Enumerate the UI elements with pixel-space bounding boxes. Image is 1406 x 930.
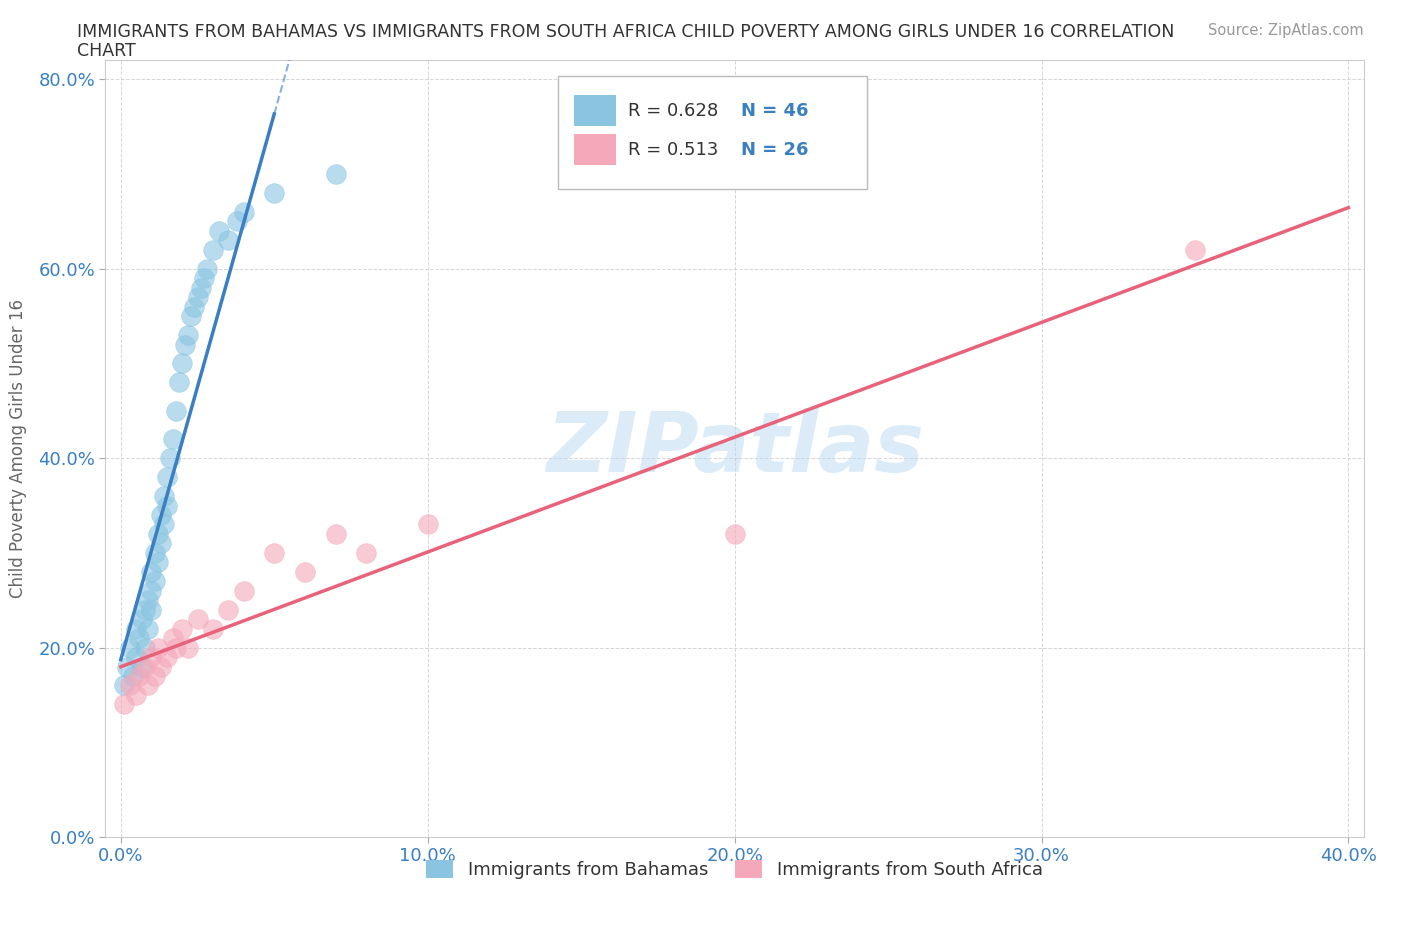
Point xyxy=(146,555,169,570)
Point xyxy=(193,271,215,286)
Point xyxy=(201,621,224,636)
Point xyxy=(149,536,172,551)
Point xyxy=(723,526,745,541)
Point xyxy=(156,650,179,665)
Point xyxy=(263,186,285,201)
Point xyxy=(416,517,439,532)
Point xyxy=(149,659,172,674)
Point xyxy=(159,451,181,466)
Point xyxy=(1184,243,1206,258)
Point xyxy=(190,280,212,295)
Point xyxy=(143,669,166,684)
Point xyxy=(138,621,160,636)
Point xyxy=(141,583,163,598)
Point xyxy=(128,669,150,684)
Point xyxy=(186,612,208,627)
FancyBboxPatch shape xyxy=(574,134,616,166)
Point xyxy=(167,375,190,390)
Point xyxy=(146,640,169,655)
Text: R = 0.628: R = 0.628 xyxy=(627,102,718,120)
Point xyxy=(195,261,218,276)
Point xyxy=(141,565,163,579)
FancyBboxPatch shape xyxy=(574,96,616,126)
FancyBboxPatch shape xyxy=(558,76,866,189)
Point xyxy=(325,166,347,181)
Point xyxy=(141,603,163,618)
Point xyxy=(156,470,179,485)
Point xyxy=(131,612,153,627)
Point xyxy=(152,517,174,532)
Point xyxy=(122,669,145,684)
Point xyxy=(143,574,166,589)
Point xyxy=(165,640,187,655)
Legend: Immigrants from Bahamas, Immigrants from South Africa: Immigrants from Bahamas, Immigrants from… xyxy=(419,853,1050,886)
Point xyxy=(143,546,166,561)
Point xyxy=(134,603,156,618)
Point xyxy=(156,498,179,513)
Point xyxy=(112,678,135,693)
Point xyxy=(232,205,254,219)
Point xyxy=(125,650,148,665)
Point xyxy=(325,526,347,541)
Text: R = 0.513: R = 0.513 xyxy=(627,140,718,159)
Point xyxy=(177,640,200,655)
Point xyxy=(149,508,172,523)
Point xyxy=(217,603,239,618)
Point xyxy=(165,404,187,418)
Point xyxy=(177,327,200,342)
Text: IMMIGRANTS FROM BAHAMAS VS IMMIGRANTS FROM SOUTH AFRICA CHILD POVERTY AMONG GIRL: IMMIGRANTS FROM BAHAMAS VS IMMIGRANTS FR… xyxy=(77,23,1174,41)
Point xyxy=(138,678,160,693)
Point xyxy=(172,621,194,636)
Point xyxy=(134,640,156,655)
Point xyxy=(172,356,194,371)
Point xyxy=(294,565,316,579)
Point xyxy=(128,631,150,645)
Point xyxy=(141,650,163,665)
Point xyxy=(125,621,148,636)
Text: ZIPatlas: ZIPatlas xyxy=(546,408,924,489)
Point xyxy=(112,697,135,711)
Point xyxy=(134,659,156,674)
Point xyxy=(125,687,148,702)
Point xyxy=(115,659,138,674)
Point xyxy=(263,546,285,561)
Point xyxy=(186,290,208,305)
Point xyxy=(138,592,160,607)
Point xyxy=(208,223,231,238)
Point xyxy=(162,631,184,645)
Point xyxy=(131,659,153,674)
Point xyxy=(180,309,202,324)
Point xyxy=(356,546,378,561)
Text: Source: ZipAtlas.com: Source: ZipAtlas.com xyxy=(1208,23,1364,38)
Point xyxy=(183,299,205,314)
Text: N = 46: N = 46 xyxy=(741,102,808,120)
Point xyxy=(146,526,169,541)
Point xyxy=(174,337,197,352)
Y-axis label: Child Poverty Among Girls Under 16: Child Poverty Among Girls Under 16 xyxy=(8,299,27,598)
Point xyxy=(118,678,141,693)
Point xyxy=(232,583,254,598)
Point xyxy=(152,488,174,503)
Point xyxy=(217,232,239,247)
Point xyxy=(201,243,224,258)
Point xyxy=(118,640,141,655)
Point xyxy=(226,214,249,229)
Text: CHART: CHART xyxy=(77,42,136,60)
Point xyxy=(162,432,184,446)
Text: N = 26: N = 26 xyxy=(741,140,808,159)
